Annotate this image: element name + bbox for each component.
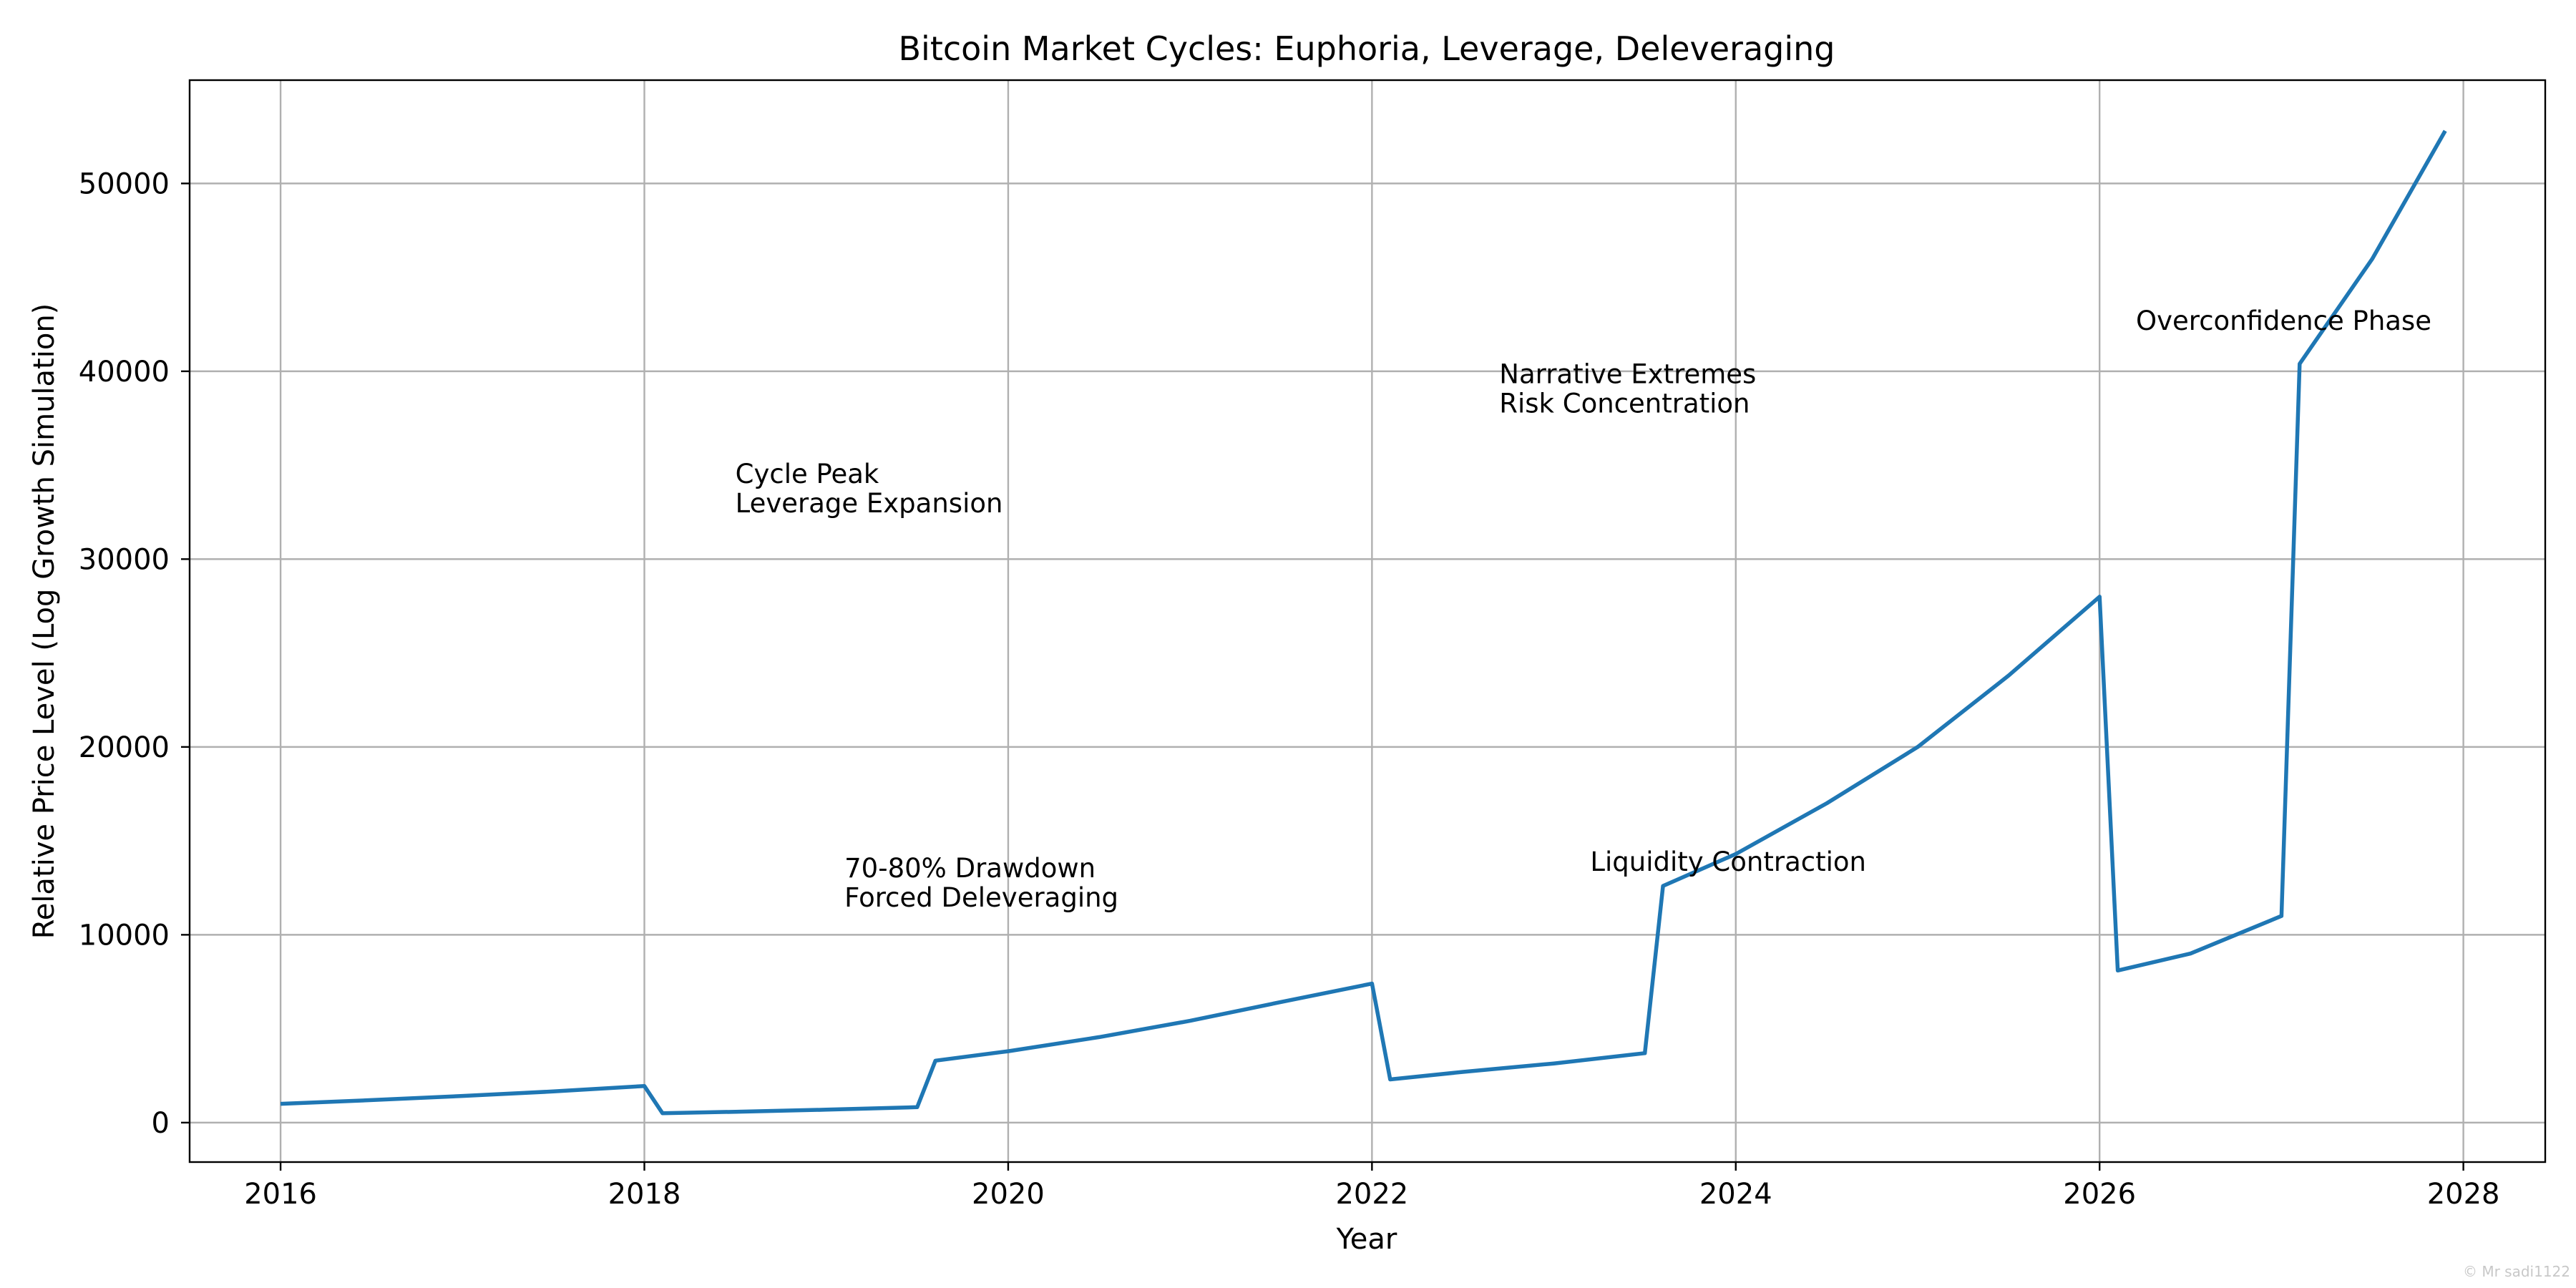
chart-annotation: Cycle Peak Leverage Expansion [736,459,1003,519]
chart-annotation: 70-80% Drawdown Forced Deleveraging [844,853,1118,913]
x-tick-label: 2024 [1699,1178,1772,1211]
chart-title: Bitcoin Market Cycles: Euphoria, Leverag… [898,29,1835,68]
annotation-line: Liquidity Contraction [1590,847,1866,877]
annotation-line: Narrative Extremes [1499,359,1756,390]
x-axis-label: Year [1336,1223,1397,1256]
watermark: © Mr sadi1122 [2463,1263,2570,1280]
y-tick-label: 40000 [79,356,170,389]
x-tick-label: 2018 [608,1178,681,1211]
annotation-line: Overconfidence Phase [2136,306,2431,336]
y-tick-label: 10000 [79,919,170,952]
axis-ticks: 2016 2018 2020 2022 2024 2026 2028 0 10000 20000 3… [79,167,2500,1211]
annotation-line: Leverage Expansion [736,488,1003,519]
annotation-line: Cycle Peak [736,459,879,489]
x-tick-label: 2020 [972,1178,1045,1211]
annotations: Cycle Peak Leverage Expansion 70-80% Drawd… [736,306,2431,913]
price-series-line [280,130,2447,1116]
y-tick-label: 30000 [79,543,170,576]
x-tick-label: 2022 [1335,1178,1408,1211]
chart-annotation: Liquidity Contraction [1590,847,1866,877]
x-tick-label: 2026 [2063,1178,2136,1211]
chart-annotation: Overconfidence Phase [2136,306,2431,336]
annotation-line: Risk Concentration [1499,389,1750,419]
annotation-line: 70-80% Drawdown [844,853,1096,884]
series-layer [280,130,2447,1116]
annotation-line: Forced Deleveraging [844,882,1118,913]
y-axis-label: Relative Price Level (Log Growth Simulat… [28,303,61,940]
y-tick-label: 20000 [79,731,170,764]
plot-frame [188,79,2547,1163]
x-tick-label: 2016 [244,1178,317,1211]
y-tick-label: 0 [152,1107,170,1140]
chart-annotation: Narrative Extremes Risk Concentration [1499,359,1756,419]
x-tick-label: 2028 [2427,1178,2500,1211]
y-tick-label: 50000 [79,167,170,200]
